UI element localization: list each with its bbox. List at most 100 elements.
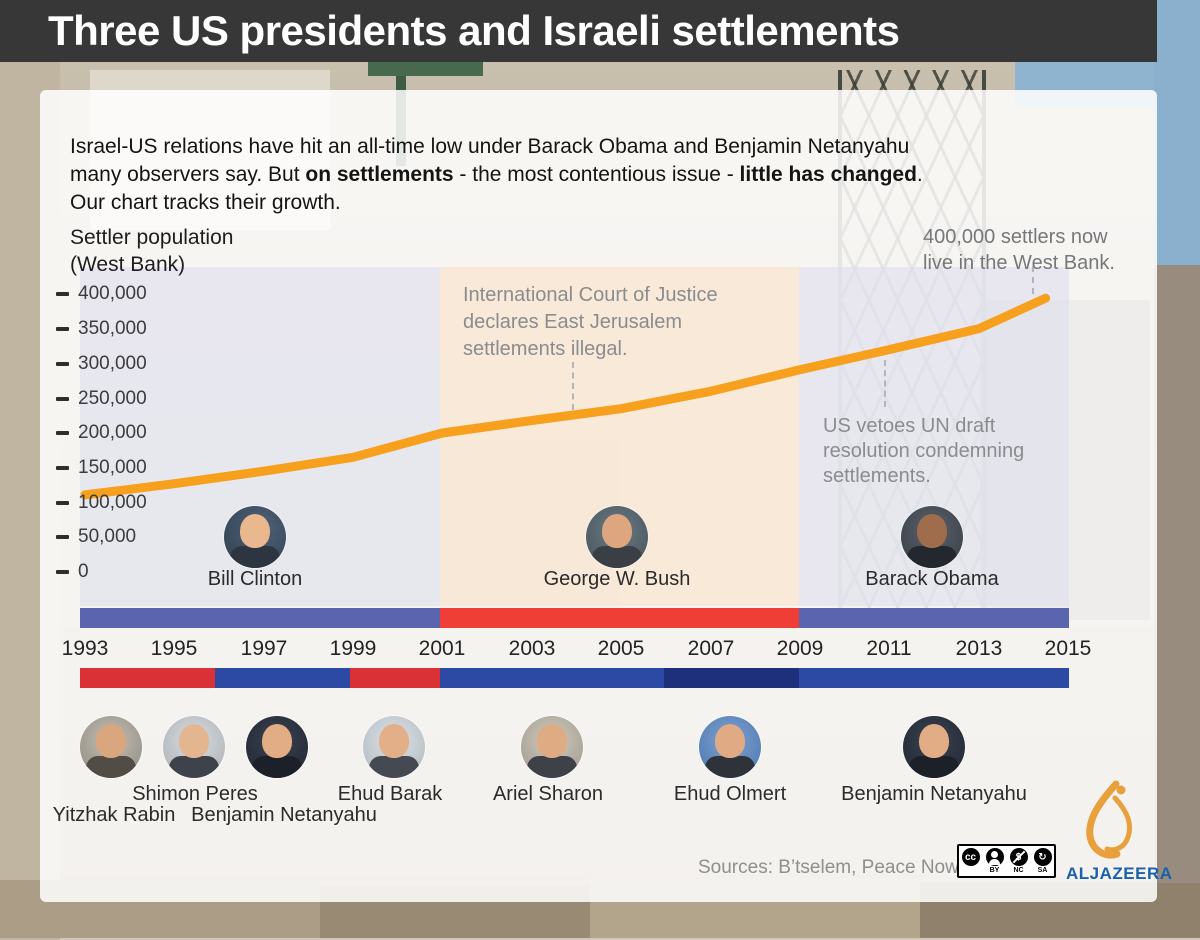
pm-label-netanyahu-1: Benjamin Netanyahu: [191, 804, 377, 826]
portrait-ariel-sharon: [521, 716, 583, 778]
background-building: [1154, 265, 1200, 938]
year-label: 1993: [61, 637, 109, 660]
year-label: 1995: [150, 637, 198, 660]
y-tick: 50,000: [56, 526, 136, 548]
il-segment-barak: [350, 668, 440, 688]
annotation-icj-line3: settlements illegal.: [463, 338, 628, 360]
annotation-icj: International Court of Justice declares …: [463, 282, 718, 363]
annotation-veto: US vetoes UN draft resolution condemning…: [823, 414, 1024, 489]
israeli-pm-timeline: [80, 668, 1069, 688]
background-crane-arm: [368, 62, 483, 76]
y-tick: 0: [56, 561, 89, 583]
il-segment-netanyahu-1: [215, 668, 350, 688]
now-dashed-line: [1032, 266, 1034, 294]
portrait-ehud-olmert: [699, 716, 761, 778]
tick-label: 0: [78, 561, 89, 582]
cc-sa-label: SA: [1037, 867, 1048, 874]
aljazeera-wordmark: ALJAZEERA: [1066, 864, 1173, 883]
year-label: 1997: [240, 637, 288, 660]
il-segment-sharon: [440, 668, 664, 688]
cc-icon: cc: [961, 848, 981, 866]
pm-label-netanyahu-2: Benjamin Netanyahu: [841, 783, 1027, 805]
tick-label: 350,000: [78, 318, 147, 339]
year-label: 2005: [597, 637, 645, 660]
cc-nc-circle: $: [1009, 848, 1028, 866]
axis-title: Settler population (West Bank): [70, 224, 233, 278]
tick-mark: [56, 397, 69, 401]
portrait-shimon-peres: [163, 716, 225, 778]
cc-sa-circle: ↻: [1033, 848, 1052, 866]
y-tick: 250,000: [56, 388, 147, 410]
annotation-veto-line2: resolution condemning: [823, 440, 1025, 462]
tick-mark: [56, 570, 69, 574]
tick-label: 300,000: [78, 353, 147, 374]
tick-label: 50,000: [78, 526, 137, 547]
year-label: 2015: [1044, 637, 1092, 660]
cc-sa-icon: ↻ SA: [1033, 848, 1053, 875]
il-segment-olmert: [664, 668, 799, 688]
tick-label: 200,000: [78, 422, 147, 443]
intro-bold-little-changed: little has changed: [739, 163, 917, 186]
cc-circle: cc: [961, 848, 980, 866]
icj-dashed-line: [572, 362, 574, 410]
y-tick: 350,000: [56, 318, 147, 340]
portrait-ehud-barak: [363, 716, 425, 778]
portrait-benjamin-netanyahu-1: [246, 716, 308, 778]
il-segment-netanyahu-2: [799, 668, 1069, 688]
annotation-veto-line3: settlements.: [823, 465, 931, 487]
tick-mark: [56, 431, 69, 435]
header-bar: Three US presidents and Israeli settleme…: [0, 0, 1157, 62]
president-label-bush: George W. Bush: [543, 568, 691, 590]
tick-label: 250,000: [78, 388, 147, 409]
intro-line2-pre: many observers say. But: [70, 163, 306, 186]
page-title: Three US presidents and Israeli settleme…: [48, 7, 900, 54]
y-tick: 300,000: [56, 353, 147, 375]
year-label: 2003: [508, 637, 556, 660]
portrait-george-w-bush: [586, 506, 648, 568]
us-presidents-timeline: [80, 608, 1069, 628]
tick-mark: [56, 292, 69, 296]
axis-title-line1: Settler population: [70, 226, 234, 249]
portrait-benjamin-netanyahu-2: [903, 716, 965, 778]
y-tick: 150,000: [56, 457, 147, 479]
year-label: 2001: [418, 637, 466, 660]
il-segment-rabin-peres: [80, 668, 215, 688]
intro-line2-end: .: [916, 163, 923, 186]
year-label: 2007: [687, 637, 735, 660]
intro-bold-on-settlements: on settlements: [305, 163, 454, 186]
tick-mark: [56, 327, 69, 331]
portrait-barack-obama: [901, 506, 963, 568]
pm-label-rabin: Yitzhak Rabin: [52, 804, 176, 826]
person-icon: [989, 850, 1000, 865]
veto-dashed-line: [884, 360, 886, 407]
year-label: 2013: [955, 637, 1003, 660]
president-label-clinton: Bill Clinton: [207, 568, 303, 590]
pm-label-peres: Shimon Peres: [132, 783, 258, 805]
intro-line1: Israel-US relations have hit an all-time…: [70, 135, 910, 158]
y-tick: 400,000: [56, 283, 147, 305]
aljazeera-flame-icon: [1086, 780, 1133, 859]
y-tick: 200,000: [56, 422, 147, 444]
tick-label: 100,000: [78, 492, 147, 513]
tick-mark: [56, 362, 69, 366]
annotation-400k-line1: 400,000 settlers now: [923, 226, 1108, 248]
axis-title-line2: (West Bank): [70, 253, 186, 276]
tick-mark: [56, 501, 69, 505]
portrait-yitzhak-rabin: [80, 716, 142, 778]
portrait-bill-clinton: [224, 506, 286, 568]
annotation-icj-line1: International Court of Justice: [463, 284, 718, 306]
cc-by-circle: [985, 848, 1004, 866]
year-label: 2009: [776, 637, 824, 660]
pm-label-olmert: Ehud Olmert: [673, 783, 787, 805]
intro-text: Israel-US relations have hit an all-time…: [70, 133, 1100, 217]
us-segment-obama: [799, 608, 1069, 628]
pm-label-barak: Ehud Barak: [337, 783, 443, 805]
year-label: 2011: [866, 637, 912, 660]
annotation-veto-line1: US vetoes UN draft: [823, 415, 996, 437]
us-segment-bush: [440, 608, 799, 628]
annotation-400k-line2: live in the West Bank.: [923, 252, 1115, 274]
cc-by-icon: BY: [985, 848, 1005, 875]
tick-label: 400,000: [78, 283, 147, 304]
cc-license-badge: cc BY $NC ↻SA: [957, 844, 1056, 878]
annotation-icj-line2: declares East Jerusalem: [463, 311, 682, 333]
